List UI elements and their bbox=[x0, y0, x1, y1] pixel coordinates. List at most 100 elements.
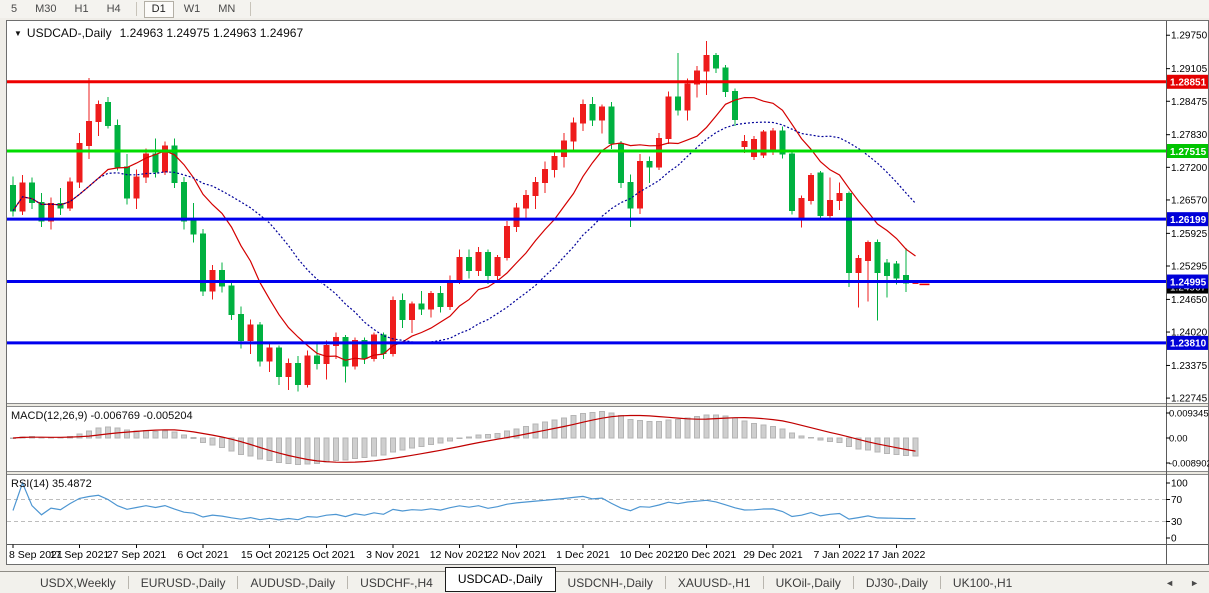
candle-body bbox=[656, 137, 662, 168]
price-badge[interactable] bbox=[1167, 74, 1208, 89]
candle-body bbox=[475, 251, 482, 271]
candle-body bbox=[532, 181, 539, 196]
timeframe-button-m30[interactable]: M30 bbox=[27, 1, 64, 18]
candle-body bbox=[428, 293, 434, 310]
price-tick-label: 1.29105 bbox=[1171, 64, 1208, 75]
macd-bar bbox=[779, 428, 786, 439]
symbol-dropdown-icon[interactable]: ▼ bbox=[14, 29, 22, 38]
chart-tab-usdcnh[interactable]: USDCNH-,Daily bbox=[567, 575, 653, 590]
macd-bar bbox=[285, 437, 292, 464]
candle-body bbox=[722, 67, 729, 93]
price-badge[interactable] bbox=[1167, 274, 1208, 289]
timeframe-button-5[interactable]: 5 bbox=[3, 1, 25, 18]
candle-body bbox=[124, 166, 130, 199]
rsi-tick-label: 70 bbox=[1171, 495, 1183, 506]
timeframe-toolbar: 5 M30 H1 H4 D1 W1 MN bbox=[0, 0, 1209, 18]
price-badge[interactable] bbox=[1167, 335, 1208, 350]
chart-tab-usdx[interactable]: USDX,Weekly bbox=[40, 575, 116, 590]
macd-bar bbox=[361, 437, 368, 459]
chart-tab-usdchf[interactable]: USDCHF-,H4 bbox=[360, 575, 433, 590]
scroll-left-icon[interactable]: ◄ bbox=[1165, 577, 1175, 588]
price-tick-label: 1.25295 bbox=[1171, 261, 1208, 272]
chart-tab-uk100[interactable]: UK100-,H1 bbox=[952, 575, 1013, 590]
scroll-right-icon[interactable]: ► bbox=[1190, 577, 1199, 588]
macd-rsi-splitter[interactable] bbox=[7, 471, 1208, 475]
macd-bar bbox=[418, 437, 425, 447]
candle-body bbox=[371, 334, 377, 359]
candle-body bbox=[798, 197, 805, 220]
macd-tick-label: 0.009345 bbox=[1169, 409, 1209, 420]
macd-bar bbox=[532, 423, 539, 439]
macd-bar bbox=[314, 437, 320, 465]
chart-canvas[interactable]: 1.29750 1.29105 1.28475 1.27830 1.27200 1.265… bbox=[7, 21, 1209, 564]
macd-bar bbox=[599, 411, 605, 439]
price-badge-label: 1.27515 bbox=[1170, 147, 1207, 158]
candle-body bbox=[646, 161, 653, 168]
splitter-bar[interactable] bbox=[7, 403, 1208, 407]
candle-body bbox=[684, 83, 691, 111]
macd-bar bbox=[333, 437, 339, 461]
chart-background bbox=[7, 21, 1208, 564]
macd-bar bbox=[247, 437, 254, 457]
macd-bar bbox=[694, 416, 700, 439]
chart-tab-eurusd[interactable]: EURUSD-,Daily bbox=[140, 575, 226, 590]
timeframe-button-h4[interactable]: H4 bbox=[99, 1, 129, 18]
macd-bar bbox=[276, 437, 282, 464]
macd-bar bbox=[732, 417, 738, 439]
macd-bar bbox=[817, 437, 824, 441]
price-tick-label: 1.24650 bbox=[1171, 295, 1208, 306]
macd-bar bbox=[456, 437, 463, 440]
macd-bar bbox=[589, 412, 596, 439]
price-tick-label: 1.27830 bbox=[1171, 130, 1208, 141]
macd-bar bbox=[76, 433, 83, 439]
rsi-tick-label: 100 bbox=[1171, 479, 1188, 490]
date-tick-label: 7 Jan 2022 bbox=[814, 549, 866, 561]
candle-body bbox=[551, 155, 558, 170]
macd-bar bbox=[665, 419, 672, 439]
tab-separator bbox=[939, 576, 941, 589]
macd-bar bbox=[570, 415, 577, 439]
candle-body bbox=[808, 175, 814, 201]
macd-bar bbox=[219, 437, 225, 449]
candle-body bbox=[466, 256, 472, 271]
timeframe-button-d1[interactable]: D1 bbox=[143, 0, 174, 18]
chart-tab-xauusd[interactable]: XAUUSD-,H1 bbox=[677, 575, 751, 590]
macd-bar bbox=[494, 432, 501, 439]
rsi-tick-label: 0 bbox=[1171, 534, 1177, 545]
chart-tab-audusd[interactable]: AUDUSD-,Daily bbox=[250, 575, 336, 590]
candle-body bbox=[276, 347, 282, 378]
date-tick-label: 1 Dec 2021 bbox=[556, 549, 610, 561]
chart-tab-usdcad[interactable]: USDCAD-,Daily bbox=[444, 566, 556, 592]
timeframe-button-h1[interactable]: H1 bbox=[67, 1, 97, 18]
macd-bar bbox=[428, 437, 434, 445]
price-badge-label: 1.24995 bbox=[1170, 277, 1207, 288]
macd-bar bbox=[675, 418, 681, 439]
price-badge-label: 1.26199 bbox=[1170, 215, 1207, 226]
date-tick-label: 10 Dec 2021 bbox=[620, 549, 680, 561]
candle-body bbox=[456, 256, 463, 282]
price-badges: 1.249671.288511.275151.261991.249951.238… bbox=[1167, 74, 1208, 350]
price-badge[interactable] bbox=[1167, 144, 1208, 158]
candle-body bbox=[627, 181, 634, 209]
timeframe-button-w1[interactable]: W1 bbox=[176, 1, 209, 18]
macd-bar bbox=[266, 437, 273, 461]
chart-tab-ukoil[interactable]: UKOil-,Daily bbox=[775, 575, 841, 590]
price-tick-label: 1.26570 bbox=[1171, 195, 1208, 206]
candle-body bbox=[846, 193, 852, 273]
price-badge[interactable] bbox=[1167, 212, 1208, 227]
macd-bar bbox=[162, 430, 168, 439]
price-badge-label: 1.23810 bbox=[1170, 339, 1207, 350]
main-macd-splitter[interactable] bbox=[7, 403, 1208, 407]
timeframe-button-mn[interactable]: MN bbox=[210, 1, 243, 18]
macd-bar bbox=[513, 428, 520, 439]
candle-body bbox=[542, 168, 548, 183]
candle-body bbox=[713, 54, 719, 69]
macd-bar bbox=[409, 437, 415, 449]
candle-body bbox=[770, 130, 776, 152]
candle-body bbox=[570, 122, 577, 142]
splitter-bar[interactable] bbox=[7, 471, 1208, 475]
tab-separator bbox=[852, 576, 854, 589]
chart-tab-dj30[interactable]: DJ30-,Daily bbox=[865, 575, 928, 590]
candle-body bbox=[618, 142, 624, 183]
